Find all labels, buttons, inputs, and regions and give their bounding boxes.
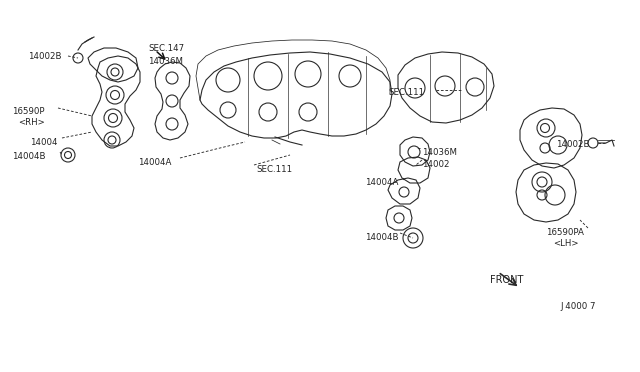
Text: 14036M: 14036M	[422, 148, 457, 157]
Text: 14004B: 14004B	[12, 152, 45, 161]
Text: 14004A: 14004A	[138, 158, 172, 167]
Text: SEC.111: SEC.111	[256, 165, 292, 174]
Text: <LH>: <LH>	[553, 239, 579, 248]
Text: SEC.147: SEC.147	[148, 44, 184, 53]
Text: 14036M: 14036M	[148, 57, 183, 66]
Text: SEC.111: SEC.111	[388, 88, 424, 97]
Text: 14002: 14002	[422, 160, 449, 169]
Text: 14002B: 14002B	[556, 140, 589, 149]
Text: 14004: 14004	[30, 138, 58, 147]
Text: <RH>: <RH>	[18, 118, 45, 127]
Text: 14004B: 14004B	[365, 233, 399, 242]
Text: 16590PA: 16590PA	[546, 228, 584, 237]
Text: FRONT: FRONT	[490, 275, 524, 285]
Text: 14004A: 14004A	[365, 178, 398, 187]
Text: 16590P: 16590P	[12, 107, 45, 116]
Text: J 4000 7: J 4000 7	[560, 302, 595, 311]
Text: 14002B: 14002B	[28, 52, 61, 61]
